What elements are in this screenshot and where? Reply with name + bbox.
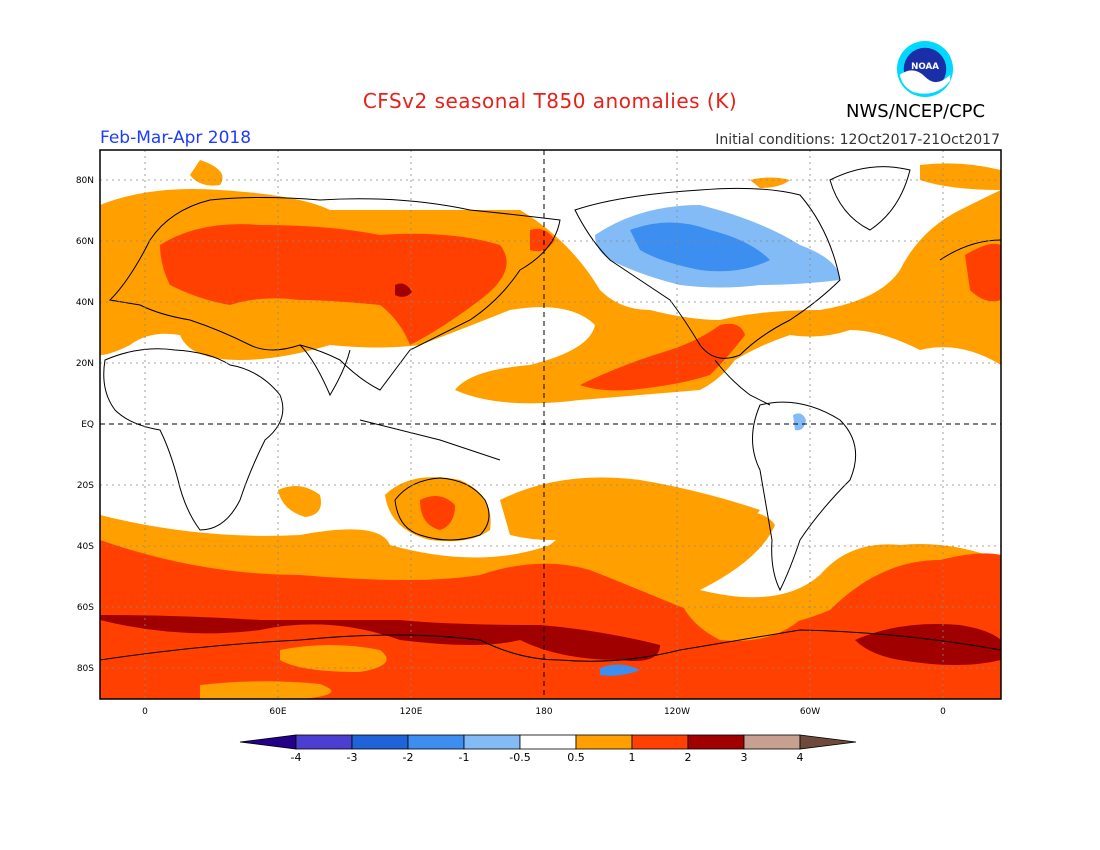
colorbar-end-triangle bbox=[799, 734, 857, 750]
lat-label: 40S bbox=[77, 542, 94, 552]
colorbar-end-triangle bbox=[239, 734, 297, 750]
colorbar-label: 1 bbox=[629, 751, 636, 764]
logo-text: NOAA bbox=[911, 62, 939, 72]
colorbar-label: 3 bbox=[741, 751, 748, 764]
lon-label: 120W bbox=[664, 707, 690, 717]
colorbar-label: -4 bbox=[291, 751, 302, 764]
lon-label: 120E bbox=[400, 707, 423, 717]
colorbar-label: -1 bbox=[459, 751, 470, 764]
anomaly-field bbox=[100, 150, 1001, 699]
lat-label: 60S bbox=[77, 603, 94, 613]
colorbar-box bbox=[463, 734, 521, 750]
lon-label: 60W bbox=[800, 707, 820, 717]
lat-label: 20S bbox=[77, 481, 94, 491]
lon-label: 60E bbox=[269, 707, 286, 717]
lat-label: EQ bbox=[81, 420, 94, 430]
colorbar-box bbox=[519, 734, 577, 750]
lon-label: 0 bbox=[142, 707, 148, 717]
lat-lon-grid bbox=[100, 150, 1001, 699]
colorbar-box bbox=[575, 734, 633, 750]
colorbar-box bbox=[351, 734, 409, 750]
colorbar-label: 0.5 bbox=[567, 751, 585, 764]
colorbar-labels: -4 -3 -2 -1 -0.5 0.5 1 2 3 4 bbox=[291, 751, 804, 764]
colorbar-label: 2 bbox=[685, 751, 692, 764]
map-title: CFSv2 seasonal T850 anomalies (K) bbox=[362, 89, 738, 113]
colorbar-label: -0.5 bbox=[509, 751, 530, 764]
noaa-logo: NOAA bbox=[896, 40, 954, 98]
lat-label: 80S bbox=[77, 664, 94, 674]
lat-label: 40N bbox=[76, 298, 94, 308]
map-frame bbox=[99, 149, 1002, 700]
lon-label: 0 bbox=[940, 707, 946, 717]
lon-label: 180 bbox=[535, 707, 552, 717]
colorbar-box bbox=[295, 734, 353, 750]
colorbar-label: -2 bbox=[403, 751, 414, 764]
lat-label: 20N bbox=[76, 359, 94, 369]
colorbar-label: 4 bbox=[797, 751, 804, 764]
colorbar-box bbox=[407, 734, 465, 750]
colorbar-box bbox=[687, 734, 745, 750]
initial-conditions-label: Initial conditions: 12Oct2017-21Oct2017 bbox=[715, 132, 1000, 148]
colorbar-box bbox=[743, 734, 801, 750]
colorbar-box bbox=[631, 734, 689, 750]
lat-label: 80N bbox=[76, 176, 94, 186]
colorbar-boxes bbox=[239, 734, 857, 750]
continent-outlines bbox=[100, 166, 1001, 662]
colorbar-label: -3 bbox=[347, 751, 358, 764]
lat-label: 60N bbox=[76, 237, 94, 247]
season-label: Feb-Mar-Apr 2018 bbox=[100, 128, 252, 148]
organization-label: NWS/NCEP/CPC bbox=[846, 101, 986, 122]
